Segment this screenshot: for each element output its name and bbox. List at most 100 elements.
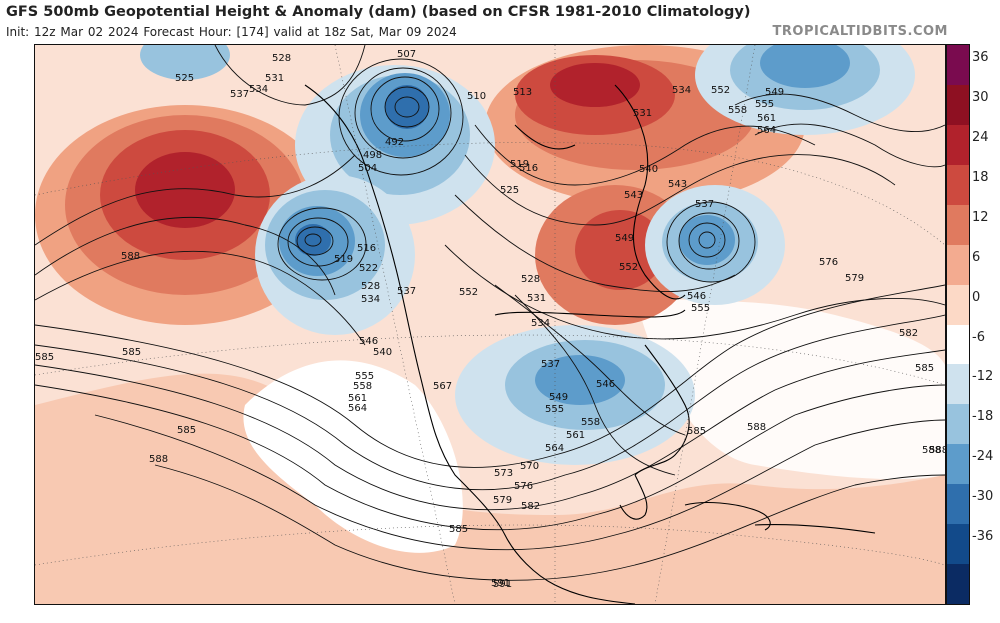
- colorbar-segment: [947, 124, 969, 166]
- contour-label: 558: [353, 381, 372, 392]
- colorbar-segment: [947, 444, 969, 485]
- contour-label: 546: [687, 291, 706, 302]
- contour-label: 561: [566, 430, 585, 441]
- contour-label: 537: [695, 199, 714, 210]
- colorbar-segment: [947, 524, 969, 565]
- colorbar-segment: [947, 244, 969, 286]
- colorbar-segment: [947, 564, 969, 605]
- contour-label: 513: [513, 87, 532, 98]
- contour-label: 504: [358, 163, 377, 174]
- contour-label: 549: [765, 87, 784, 98]
- colorbar-tick-label: 30: [972, 89, 989, 105]
- contour-label: 555: [755, 99, 774, 110]
- contour-label: 540: [639, 164, 658, 175]
- colorbar-segment: [947, 404, 969, 445]
- contour-label: 528: [521, 274, 540, 285]
- contour-label: 549: [549, 392, 568, 403]
- contour-label: 507: [397, 49, 416, 60]
- contour-label: 588: [121, 251, 140, 262]
- contour-label: 573: [494, 468, 513, 479]
- contour-label: 591: [493, 579, 512, 590]
- contour-label: 498: [363, 150, 382, 161]
- contour-label: 585: [122, 347, 141, 358]
- contour-label: 576: [819, 257, 838, 268]
- contour-label: 585: [687, 426, 706, 437]
- contour-label: 585: [35, 352, 54, 363]
- colorbar-tick-label: -36: [972, 529, 994, 545]
- colorbar-tick-label: -24: [972, 449, 994, 465]
- contour-label: 525: [175, 73, 194, 84]
- colorbar-segment: [947, 284, 969, 325]
- colorbar-segment: [947, 45, 969, 86]
- contour-label: 585: [177, 425, 196, 436]
- contour-label: 522: [359, 263, 378, 274]
- contour-label: 555: [355, 371, 374, 382]
- contour-label: 582: [521, 501, 540, 512]
- colorbar-segment: [947, 364, 969, 405]
- contour-label: 558: [581, 417, 600, 428]
- colorbar-tick-label: -12: [972, 369, 994, 385]
- contour-label: 561: [348, 393, 367, 404]
- anomaly-map: 525 528 531 534 537 507 510 513 516 519 …: [35, 45, 945, 604]
- contour-label: 537: [397, 286, 416, 297]
- contour-label: 588: [149, 454, 168, 465]
- contour-label: 570: [520, 461, 539, 472]
- colorbar-segment: [947, 164, 969, 206]
- contour-label: 519: [510, 159, 529, 170]
- contour-label: 588: [747, 422, 766, 433]
- contour-label: 564: [757, 125, 776, 136]
- colorbar-segment: [947, 324, 969, 365]
- contour-label: 537: [230, 89, 249, 100]
- contour-label: 579: [845, 273, 864, 284]
- contour-label: 537: [541, 359, 560, 370]
- contour-label: 525: [500, 185, 519, 196]
- contour-labels: 525 528 531 534 537 507 510 513 516 519 …: [35, 49, 945, 590]
- chart-subtitle: Init: 12z Mar 02 2024 Forecast Hour: [17…: [6, 25, 457, 39]
- contour-label: 492: [385, 137, 404, 148]
- contour-label: 531: [633, 108, 652, 119]
- colorbar-segment: [947, 84, 969, 126]
- colorbar-tick-label: 6: [972, 249, 981, 265]
- contour-label: 531: [527, 293, 546, 304]
- chart-title: GFS 500mb Geopotential Height & Anomaly …: [6, 4, 751, 20]
- colorbar-tick-label: 18: [972, 169, 989, 185]
- contour-label: 561: [757, 113, 776, 124]
- contour-label: 516: [357, 243, 376, 254]
- contour-label: 552: [711, 85, 730, 96]
- contour-label: 543: [624, 190, 643, 201]
- contour-label: 555: [691, 303, 710, 314]
- colorbar-tick-label: 12: [972, 209, 989, 225]
- contour-label: 543: [668, 179, 687, 190]
- contour-label: 516: [519, 163, 538, 174]
- contour-label: 534: [531, 318, 550, 329]
- contour-label: 531: [265, 73, 284, 84]
- contour-label: 534: [361, 294, 380, 305]
- contour-label: 588: [922, 445, 941, 456]
- contour-label: 555: [545, 404, 564, 415]
- colorbar-tick-label: 0: [972, 289, 981, 305]
- colorbar: [946, 44, 970, 605]
- contour-label: 546: [596, 379, 615, 390]
- contour-label: 564: [348, 403, 367, 414]
- contour-label: 534: [249, 84, 268, 95]
- contour-label: 576: [514, 481, 533, 492]
- contour-label: 549: [615, 233, 634, 244]
- colorbar-tick-label: 24: [972, 129, 989, 145]
- contour-label: 585: [915, 363, 934, 374]
- colorbar-tick-label: 36: [972, 50, 989, 65]
- colorbar-segment: [947, 484, 969, 525]
- lat-lon-grid: [35, 45, 945, 604]
- site-brand: TROPICALTIDBITS.COM: [772, 24, 948, 39]
- contour-label: 588: [929, 445, 945, 456]
- contour-label: 582: [899, 328, 918, 339]
- contour-label: 552: [619, 262, 638, 273]
- contour-label: 540: [373, 347, 392, 358]
- contour-label: 567: [433, 381, 452, 392]
- contour-label: 519: [334, 254, 353, 265]
- colorbar-tick-label: -6: [972, 329, 985, 345]
- map-panel: 525 528 531 534 537 507 510 513 516 519 …: [34, 44, 946, 605]
- colorbar-tick-label: -30: [972, 489, 994, 505]
- contour-label: 546: [359, 336, 378, 347]
- contour-label: 558: [728, 105, 747, 116]
- contour-label: 528: [361, 281, 380, 292]
